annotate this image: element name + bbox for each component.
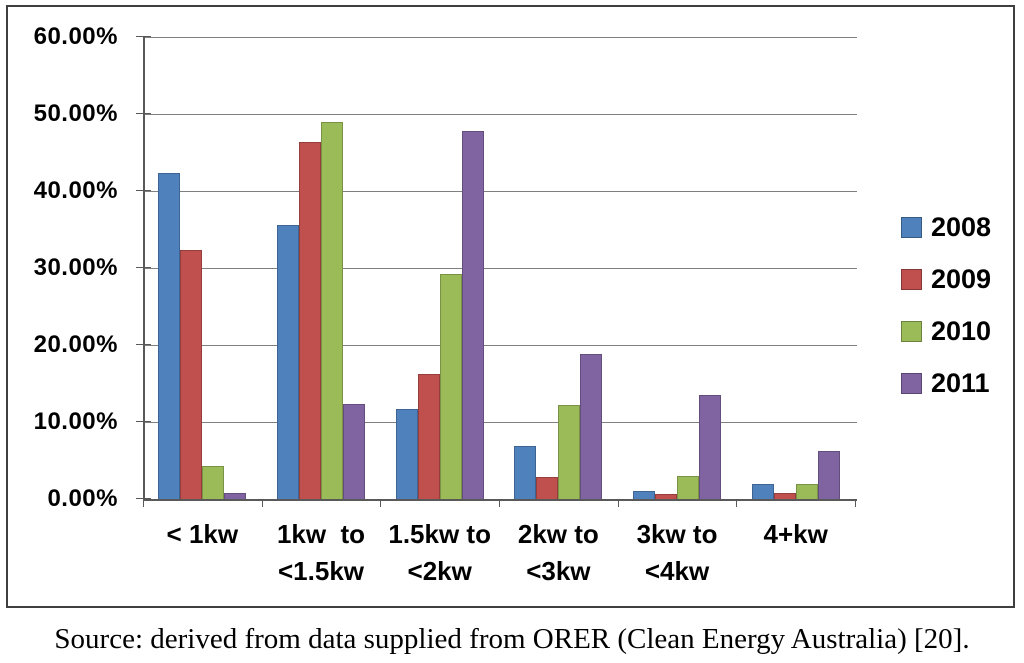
bar-groups <box>143 37 855 499</box>
legend-label: 2009 <box>931 264 992 294</box>
x-axis-tick <box>499 500 500 507</box>
bar-2010 <box>677 475 700 499</box>
bar-group <box>143 37 262 499</box>
y-axis-tick <box>136 267 151 268</box>
y-axis-tick <box>136 344 151 345</box>
x-axis-category-label: 1.5kw to <2kw <box>380 516 499 590</box>
bar-2008 <box>158 173 181 499</box>
bar-2009 <box>180 249 203 499</box>
y-axis-tick <box>136 498 151 499</box>
source-caption: Source: derived from data supplied from … <box>54 623 970 655</box>
x-axis-category-label: 4+kw <box>736 516 855 590</box>
gridline <box>145 37 857 38</box>
x-axis-labels: < 1kw 1kw to <1.5kw 1.5kw to <2kw 2kw to <3kw 3… <box>143 516 855 590</box>
gridline <box>145 114 857 115</box>
x-axis-tick <box>261 500 263 507</box>
x-axis-category-label: 2kw to <3kw <box>499 516 618 590</box>
bar-2008 <box>277 224 299 499</box>
gridline <box>145 345 857 346</box>
y-axis-tick-label: 30.00% <box>33 254 118 281</box>
x-axis-label-line: <3kw <box>526 556 591 586</box>
bar-2008 <box>751 484 774 499</box>
x-axis-label-line: 3kw to <box>636 519 718 549</box>
bar-2010 <box>321 121 343 499</box>
bar-2009 <box>299 141 321 499</box>
bar-2008 <box>633 490 656 499</box>
legend: 2008 2009 2010 2011 <box>901 212 991 398</box>
x-axis-tick <box>736 500 738 507</box>
bar-2011 <box>699 395 722 499</box>
x-axis-label-line: 1kw to <box>276 519 366 549</box>
legend-label: 2008 <box>931 212 992 242</box>
x-axis-label-line: 4+kw <box>763 519 828 549</box>
y-axis-tick-label: 50.00% <box>33 100 118 127</box>
bar-group <box>736 37 855 499</box>
legend-label: 2011 <box>931 368 990 398</box>
x-axis-category-label: 1kw to <1.5kw <box>262 516 381 590</box>
legend-swatch-icon <box>901 320 922 342</box>
legend-swatch-icon <box>901 216 922 238</box>
x-axis-label-line: 2kw to <box>517 519 599 549</box>
x-axis-tick <box>143 500 144 507</box>
bar-2011 <box>817 451 840 499</box>
bar-2011 <box>343 404 365 499</box>
legend-item-2009: 2009 <box>901 264 991 294</box>
legend-label: 2010 <box>931 316 992 346</box>
x-axis-label-line: <4kw <box>644 556 710 586</box>
x-axis-tick <box>380 500 382 507</box>
y-axis-tick <box>136 190 151 191</box>
gridline <box>145 191 857 192</box>
y-axis-tick-label: 40.00% <box>33 177 118 204</box>
bar-group <box>618 37 737 499</box>
legend-item-2008: 2008 <box>901 212 991 242</box>
x-axis-tick <box>855 500 856 507</box>
bar-2009 <box>536 476 559 499</box>
bar-2010 <box>439 274 462 499</box>
bar-2009 <box>655 493 678 499</box>
plot-area <box>143 37 857 501</box>
legend-item-2010: 2010 <box>901 316 991 346</box>
bar-2010 <box>558 405 581 499</box>
x-axis-label-line: 1.5kw to <box>388 519 491 549</box>
y-axis-tick <box>136 36 151 37</box>
bar-2011 <box>580 354 603 499</box>
legend-swatch-icon <box>901 372 922 394</box>
bar-2008 <box>514 445 537 499</box>
y-axis-tick <box>136 113 151 114</box>
y-axis-tick-label: 10.00% <box>33 408 118 435</box>
bar-2008 <box>395 408 418 499</box>
bar-group <box>262 37 381 499</box>
bar-group <box>499 37 618 499</box>
bar-2009 <box>773 492 796 499</box>
y-axis-tick-label: 0.00% <box>47 485 118 512</box>
x-axis-label-line: <2kw <box>407 556 472 586</box>
x-axis-category-label: 3kw to <4kw <box>618 516 737 590</box>
gridline <box>145 268 857 269</box>
bar-2009 <box>417 373 440 499</box>
y-axis-tick <box>136 421 151 422</box>
x-axis-label-line: < 1kw <box>166 519 239 549</box>
x-axis-tick <box>617 500 619 507</box>
bar-2011 <box>461 130 484 499</box>
bar-2011 <box>224 492 247 499</box>
y-axis-tick-label: 20.00% <box>33 331 118 358</box>
bar-2010 <box>202 465 225 499</box>
bar-2010 <box>795 484 818 499</box>
y-axis-tick-label: 60.00% <box>33 23 118 50</box>
bar-group <box>380 37 499 499</box>
gridline <box>145 422 857 423</box>
legend-item-2011: 2011 <box>901 368 991 398</box>
x-axis-label-line: <1.5kw <box>278 556 365 586</box>
legend-swatch-icon <box>901 268 922 290</box>
x-axis-category-label: < 1kw <box>143 516 262 590</box>
